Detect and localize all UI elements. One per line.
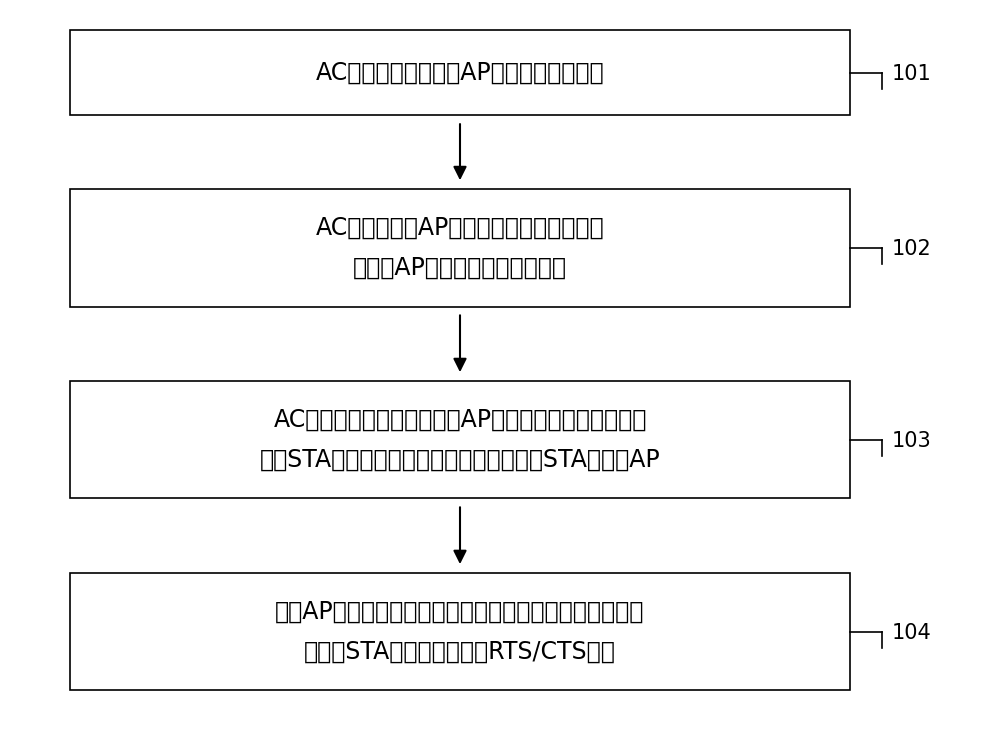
Text: 103: 103 — [892, 432, 932, 451]
FancyBboxPatch shape — [70, 189, 850, 307]
FancyBboxPatch shape — [70, 573, 850, 690]
Text: 104: 104 — [892, 623, 932, 643]
Text: 102: 102 — [892, 240, 932, 259]
Text: AC根据存在隐藏节点关系的AP上报的发送端信息，确定
受控STA，生成受控信息并下发给所述受控STA关联的AP: AC根据存在隐藏节点关系的AP上报的发送端信息，确定 受控STA，生成受控信息并… — [260, 408, 660, 471]
FancyBboxPatch shape — [70, 381, 850, 498]
Text: AC接收自身辖区内各AP上报的发送端信息: AC接收自身辖区内各AP上报的发送端信息 — [316, 60, 604, 85]
Text: 101: 101 — [892, 64, 932, 84]
Text: AC根据所述各AP上报的发送端信息，检测
是否有AP之间存在隐藏节点关系: AC根据所述各AP上报的发送端信息，检测 是否有AP之间存在隐藏节点关系 — [316, 217, 604, 279]
Text: 所述AP接收所述受控信息，并根据所述受控信息，在向所
述受控STA发送数据时启动RTS/CTS机制: 所述AP接收所述受控信息，并根据所述受控信息，在向所 述受控STA发送数据时启动… — [275, 600, 645, 663]
FancyBboxPatch shape — [70, 30, 850, 115]
